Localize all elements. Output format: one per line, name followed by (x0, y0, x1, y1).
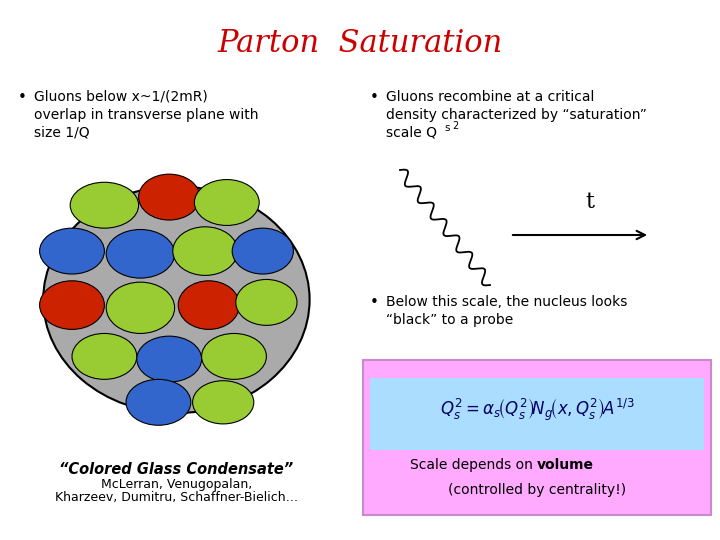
Text: Scale depends on: Scale depends on (410, 458, 537, 472)
Text: “Colored Glass Condensate”: “Colored Glass Condensate” (59, 462, 294, 477)
Ellipse shape (193, 381, 253, 424)
Ellipse shape (138, 174, 199, 220)
Text: “black” to a probe: “black” to a probe (386, 313, 513, 327)
Ellipse shape (40, 228, 104, 274)
Text: Gluons recombine at a critical: Gluons recombine at a critical (386, 90, 595, 104)
Ellipse shape (173, 227, 238, 275)
Text: Below this scale, the nucleus looks: Below this scale, the nucleus looks (386, 295, 627, 309)
Ellipse shape (126, 379, 191, 426)
FancyBboxPatch shape (370, 378, 704, 450)
Ellipse shape (194, 179, 259, 226)
Text: $Q_s^2 = \alpha_s\!\left(Q_s^2\right)\!N_g\!\left(x, Q_s^2\right)\!A^{1/3}$: $Q_s^2 = \alpha_s\!\left(Q_s^2\right)\!N… (440, 397, 634, 423)
Text: volume: volume (537, 458, 594, 472)
Text: McLerran, Venugopalan,: McLerran, Venugopalan, (101, 478, 252, 491)
Ellipse shape (40, 281, 104, 329)
Ellipse shape (236, 280, 297, 325)
Text: scale Q: scale Q (386, 126, 437, 140)
Text: •: • (18, 90, 27, 105)
Text: Gluons below x~1/(2mR): Gluons below x~1/(2mR) (34, 90, 208, 104)
Ellipse shape (232, 228, 294, 274)
Text: overlap in transverse plane with: overlap in transverse plane with (34, 108, 258, 122)
Text: t: t (585, 191, 595, 213)
Ellipse shape (70, 183, 138, 228)
Text: 2: 2 (452, 121, 458, 131)
Ellipse shape (43, 186, 310, 413)
Ellipse shape (107, 282, 175, 334)
Text: s: s (444, 123, 449, 133)
Text: Parton  Saturation: Parton Saturation (217, 28, 503, 59)
Text: •: • (370, 295, 379, 310)
Text: density characterized by “saturation”: density characterized by “saturation” (386, 108, 647, 122)
Ellipse shape (107, 230, 175, 278)
Ellipse shape (202, 333, 266, 379)
FancyBboxPatch shape (363, 360, 711, 515)
Text: (controlled by centrality!): (controlled by centrality!) (448, 483, 626, 497)
Text: •: • (370, 90, 379, 105)
Ellipse shape (72, 333, 137, 379)
Ellipse shape (179, 281, 239, 329)
Ellipse shape (137, 336, 202, 382)
Text: size 1/Q: size 1/Q (34, 126, 89, 140)
Text: Kharzeev, Dumitru, Schaffner-Bielich…: Kharzeev, Dumitru, Schaffner-Bielich… (55, 491, 298, 504)
